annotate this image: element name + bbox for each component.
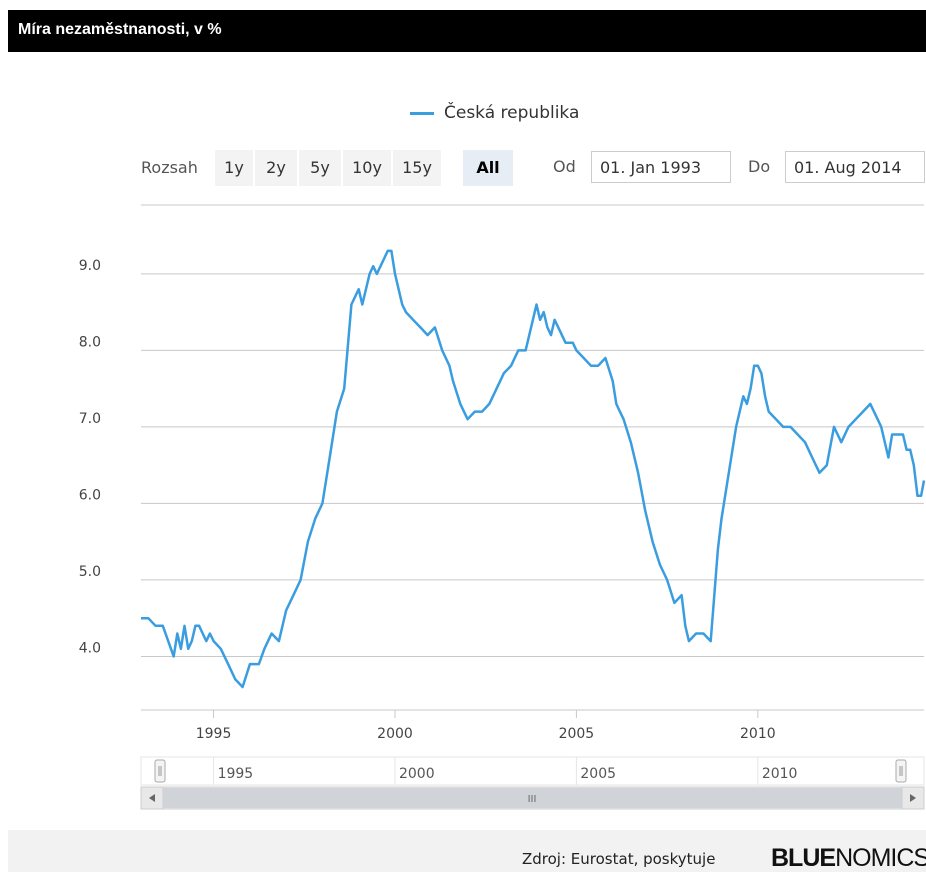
to-date-input[interactable]: 01. Aug 2014 xyxy=(785,151,925,183)
y-tick-label: 8.0 xyxy=(79,334,101,350)
range-button-all[interactable]: All xyxy=(463,150,513,186)
navigator-label: 2005 xyxy=(580,766,616,782)
x-tick-label: 1995 xyxy=(196,726,232,742)
chart-header: Míra nezaměstnanosti, v % xyxy=(8,10,926,52)
y-tick-label: 6.0 xyxy=(79,487,101,503)
y-tick-label: 9.0 xyxy=(79,258,101,274)
navigator-label: 2010 xyxy=(762,766,798,782)
navigator-area[interactable] xyxy=(140,756,925,786)
scrollbar-thumb[interactable] xyxy=(163,788,902,808)
logo-light-part: NOMICS xyxy=(835,844,926,872)
logo-bold-part: BLUE xyxy=(771,844,836,872)
legend-line-swatch xyxy=(410,112,434,115)
footer: Zdroj: Eurostat, poskytuje BLUENOMICS™ xyxy=(8,830,926,872)
navigator-right-handle[interactable] xyxy=(895,759,907,783)
line-chart: 4.0 5.0 6.0 7.0 8.0 9.0 1995 2000 2005 2010 1995… xyxy=(79,204,926,810)
range-button-15y[interactable]: 15y xyxy=(393,150,441,186)
navigator-left-handle[interactable] xyxy=(154,759,166,783)
gridlines xyxy=(141,204,924,711)
series-line[interactable] xyxy=(141,249,926,689)
range-label: Rozsah xyxy=(141,158,198,177)
x-tick-label: 2005 xyxy=(559,726,595,742)
scrollbar[interactable]: III xyxy=(140,786,925,810)
legend-label: Česká republika xyxy=(444,103,580,123)
range-button-5y[interactable]: 5y xyxy=(299,150,341,186)
scrollbar-grip: III xyxy=(528,794,537,805)
chart-title: Míra nezaměstnanosti, v % xyxy=(18,21,222,38)
navigator-label: 2000 xyxy=(399,766,435,782)
range-button-10y[interactable]: 10y xyxy=(343,150,391,186)
y-axis-ticks: 4.0 5.0 6.0 7.0 8.0 9.0 xyxy=(79,258,101,657)
arrow-left-icon xyxy=(149,794,155,802)
range-button-1y[interactable]: 1y xyxy=(215,150,253,186)
navigator[interactable]: 1995 2000 2005 2010 xyxy=(140,756,925,786)
to-date-label: Do xyxy=(748,157,771,176)
navigator-label: 1995 xyxy=(218,766,254,782)
navigator-labels: 1995 2000 2005 2010 xyxy=(213,757,798,785)
from-date-label: Od xyxy=(553,157,576,176)
y-tick-label: 4.0 xyxy=(79,640,101,656)
y-tick-label: 7.0 xyxy=(79,411,101,427)
y-tick-label: 5.0 xyxy=(79,564,101,580)
source-text: Zdroj: Eurostat, poskytuje xyxy=(522,850,716,868)
arrow-right-icon xyxy=(910,794,916,802)
range-button-2y[interactable]: 2y xyxy=(255,150,297,186)
bluenomics-logo[interactable]: BLUENOMICS™ xyxy=(771,844,926,873)
x-tick-label: 2000 xyxy=(377,726,413,742)
from-date-input[interactable]: 01. Jan 1993 xyxy=(591,151,731,183)
x-tick-label: 2010 xyxy=(740,726,776,742)
x-axis-ticks: 1995 2000 2005 2010 xyxy=(196,710,776,742)
